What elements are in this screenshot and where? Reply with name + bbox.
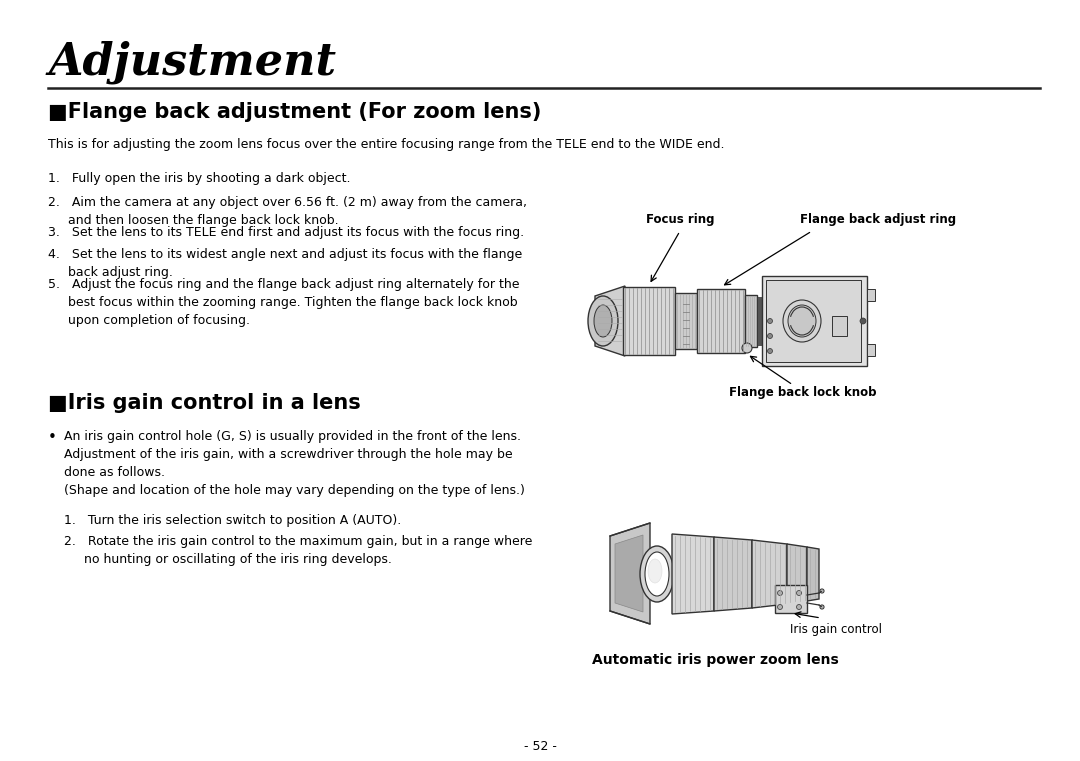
Text: 2.   Rotate the iris gain control to the maximum gain, but in a range where
    : 2. Rotate the iris gain control to the m…: [64, 535, 532, 566]
Circle shape: [797, 591, 801, 596]
Circle shape: [742, 343, 752, 353]
FancyBboxPatch shape: [867, 289, 875, 301]
Text: ■Flange back adjustment (For zoom lens): ■Flange back adjustment (For zoom lens): [48, 102, 541, 122]
FancyBboxPatch shape: [762, 276, 867, 366]
Text: ■Iris gain control in a lens: ■Iris gain control in a lens: [48, 393, 361, 413]
Ellipse shape: [648, 559, 662, 583]
FancyBboxPatch shape: [766, 280, 861, 362]
FancyBboxPatch shape: [832, 316, 847, 336]
Polygon shape: [610, 523, 650, 624]
Text: •: •: [48, 430, 57, 445]
Polygon shape: [714, 537, 752, 611]
Polygon shape: [595, 286, 625, 356]
Ellipse shape: [588, 296, 618, 346]
Polygon shape: [752, 540, 787, 608]
Text: 4.   Set the lens to its widest angle next and adjust its focus with the flange
: 4. Set the lens to its widest angle next…: [48, 248, 523, 279]
Polygon shape: [807, 547, 819, 601]
Circle shape: [797, 604, 801, 610]
FancyBboxPatch shape: [623, 287, 675, 355]
Polygon shape: [672, 534, 714, 614]
FancyBboxPatch shape: [757, 297, 762, 345]
Text: Iris gain control: Iris gain control: [789, 623, 882, 636]
FancyBboxPatch shape: [775, 585, 807, 613]
Text: done as follows.: done as follows.: [64, 466, 165, 479]
Text: Adjustment of the iris gain, with a screwdriver through the hole may be: Adjustment of the iris gain, with a scre…: [64, 448, 513, 461]
FancyBboxPatch shape: [675, 293, 697, 349]
Ellipse shape: [640, 546, 674, 602]
Text: Flange back adjust ring: Flange back adjust ring: [800, 213, 956, 226]
FancyBboxPatch shape: [745, 295, 757, 347]
Ellipse shape: [594, 305, 612, 337]
Ellipse shape: [788, 305, 816, 337]
Text: This is for adjusting the zoom lens focus over the entire focusing range from th: This is for adjusting the zoom lens focu…: [48, 138, 725, 151]
Text: 5.   Adjust the focus ring and the flange back adjust ring alternately for the
 : 5. Adjust the focus ring and the flange …: [48, 278, 519, 327]
Circle shape: [768, 333, 772, 339]
FancyBboxPatch shape: [697, 289, 745, 353]
Text: Adjustment: Adjustment: [48, 40, 336, 84]
Text: 2.   Aim the camera at any object over 6.56 ft. (2 m) away from the camera,
    : 2. Aim the camera at any object over 6.5…: [48, 196, 527, 227]
Text: - 52 -: - 52 -: [524, 740, 556, 753]
Polygon shape: [615, 535, 643, 612]
Text: 1.   Turn the iris selection switch to position A (AUTO).: 1. Turn the iris selection switch to pos…: [64, 514, 402, 527]
Text: Flange back lock knob: Flange back lock knob: [729, 386, 877, 399]
Text: Automatic iris power zoom lens: Automatic iris power zoom lens: [592, 653, 838, 667]
Text: Focus ring: Focus ring: [646, 213, 714, 226]
Circle shape: [768, 319, 772, 323]
FancyBboxPatch shape: [867, 344, 875, 356]
Text: An iris gain control hole (G, S) is usually provided in the front of the lens.: An iris gain control hole (G, S) is usua…: [64, 430, 521, 443]
Circle shape: [778, 591, 783, 596]
Text: 1.   Fully open the iris by shooting a dark object.: 1. Fully open the iris by shooting a dar…: [48, 172, 351, 185]
Ellipse shape: [645, 552, 669, 596]
Text: (Shape and location of the hole may vary depending on the type of lens.): (Shape and location of the hole may vary…: [64, 484, 525, 497]
Circle shape: [768, 349, 772, 354]
Circle shape: [778, 604, 783, 610]
Polygon shape: [787, 544, 807, 604]
Ellipse shape: [783, 300, 821, 342]
Text: 3.   Set the lens to its TELE end first and adjust its focus with the focus ring: 3. Set the lens to its TELE end first an…: [48, 226, 524, 239]
Circle shape: [860, 318, 866, 324]
